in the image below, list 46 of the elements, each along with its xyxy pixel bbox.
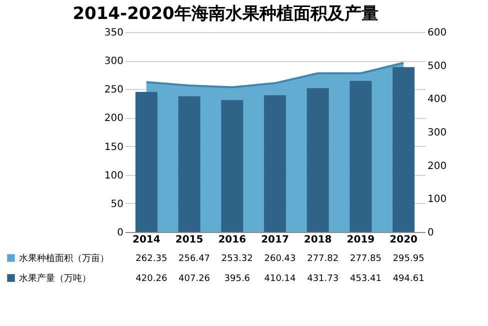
legend-label: 水果种植面积（万亩） — [19, 253, 109, 264]
x-tick-label: 2015 — [175, 234, 204, 246]
chart-title: 2014-2020年海南水果种植面积及产量 — [72, 4, 378, 24]
y2-tick-label: 500 — [428, 60, 447, 72]
bar — [306, 88, 329, 232]
data-label: 295.95 — [392, 254, 424, 264]
bar — [350, 80, 372, 232]
x-tick-label: 2018 — [304, 234, 332, 246]
x-tick-label: 2017 — [261, 234, 289, 246]
bar — [135, 92, 158, 232]
data-label: 260.43 — [264, 254, 296, 264]
data-label: 256.47 — [178, 254, 210, 264]
y2-tick-label: 100 — [428, 194, 447, 206]
bar — [221, 100, 244, 232]
y-tick-label: 350 — [104, 28, 124, 38]
legend-label: 水果产量（万吨） — [19, 273, 91, 284]
data-label: 431.73 — [307, 274, 339, 284]
bar — [178, 96, 200, 232]
data-label: 420.26 — [136, 274, 168, 284]
y-tick-label: 300 — [104, 56, 124, 68]
y-tick-label: 150 — [104, 142, 124, 153]
y-tick-label: 200 — [104, 113, 124, 124]
y-tick-label: 50 — [110, 198, 124, 210]
y2-tick-label: 300 — [428, 128, 447, 138]
x-tick-label: 2019 — [346, 234, 375, 246]
data-label: 407.26 — [178, 274, 210, 284]
bar — [392, 67, 415, 232]
data-label: 277.85 — [350, 254, 382, 264]
y-tick-label: 0 — [117, 228, 124, 238]
y2-tick-label: 400 — [428, 94, 447, 106]
bar — [264, 95, 286, 232]
x-tick-label: 2020 — [390, 234, 418, 246]
data-label: 395.6 — [224, 274, 250, 284]
data-label: 410.14 — [264, 274, 296, 284]
x-tick-label: 2016 — [218, 234, 246, 246]
y-tick-label: 100 — [104, 170, 124, 182]
data-label: 453.41 — [350, 274, 382, 284]
y2-tick-label: 0 — [428, 228, 434, 238]
y-tick-label: 250 — [104, 84, 124, 96]
data-label: 277.82 — [307, 254, 339, 264]
data-label: 253.32 — [221, 254, 253, 264]
data-label: 494.61 — [392, 274, 424, 284]
x-tick-label: 2014 — [132, 234, 160, 246]
data-label: 262.35 — [136, 254, 168, 264]
y2-tick-label: 600 — [428, 28, 447, 38]
y2-tick-label: 200 — [428, 160, 447, 172]
